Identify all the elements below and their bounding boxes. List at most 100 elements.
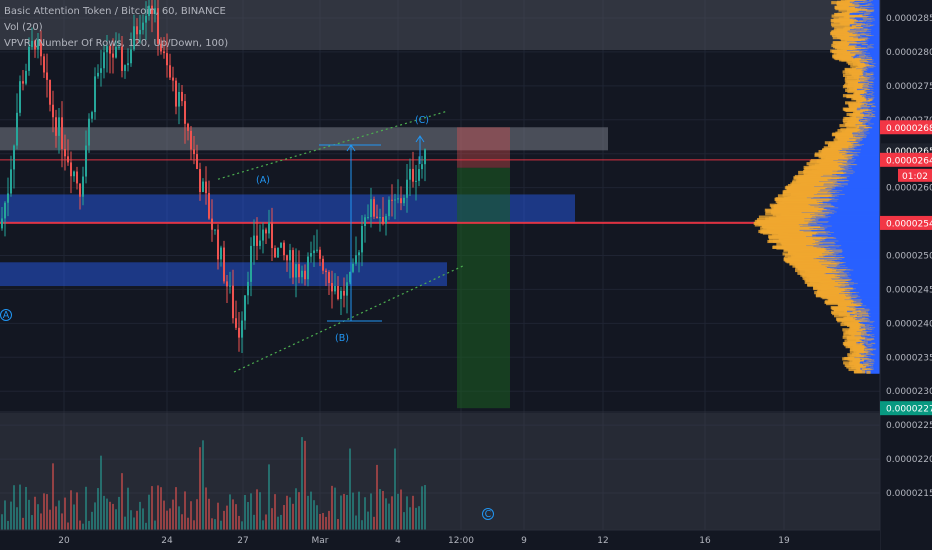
candle-body[interactable] bbox=[304, 270, 306, 280]
candle-body[interactable] bbox=[193, 149, 195, 155]
candle-body[interactable] bbox=[199, 168, 201, 193]
candle-body[interactable] bbox=[115, 46, 117, 58]
candle-body[interactable] bbox=[265, 229, 267, 234]
candle-body[interactable] bbox=[343, 290, 345, 296]
wave-label[interactable]: A bbox=[3, 310, 10, 321]
candle-body[interactable] bbox=[166, 53, 168, 66]
candle-body[interactable] bbox=[184, 101, 186, 124]
candle-body[interactable] bbox=[397, 198, 399, 200]
candle-body[interactable] bbox=[220, 247, 222, 260]
candle-body[interactable] bbox=[325, 270, 327, 273]
candle-body[interactable] bbox=[235, 318, 237, 328]
candle-body[interactable] bbox=[130, 49, 132, 64]
candle-body[interactable] bbox=[232, 285, 234, 319]
candle-body[interactable] bbox=[283, 242, 285, 256]
candle-body[interactable] bbox=[310, 253, 312, 257]
candle-body[interactable] bbox=[31, 40, 33, 47]
candle-body[interactable] bbox=[400, 198, 402, 204]
candle-body[interactable] bbox=[196, 154, 198, 169]
candle-body[interactable] bbox=[205, 181, 207, 194]
volume-indicator-legend[interactable]: Vol (20) bbox=[4, 22, 43, 33]
candle-body[interactable] bbox=[46, 72, 48, 80]
position-stop-area[interactable] bbox=[457, 127, 510, 168]
candle-body[interactable] bbox=[373, 199, 375, 217]
candle-body[interactable] bbox=[223, 247, 225, 282]
candle-body[interactable] bbox=[394, 199, 396, 201]
candle-body[interactable] bbox=[82, 176, 84, 197]
candle-body[interactable] bbox=[19, 81, 21, 113]
candle-body[interactable] bbox=[214, 229, 216, 231]
candle-body[interactable] bbox=[271, 222, 273, 249]
candle-body[interactable] bbox=[136, 26, 138, 35]
price-label-text[interactable]: 0.00002655 bbox=[886, 147, 932, 157]
candle-body[interactable] bbox=[37, 39, 39, 50]
candle-body[interactable] bbox=[169, 65, 171, 78]
candle-body[interactable] bbox=[121, 46, 123, 71]
candle-body[interactable] bbox=[88, 118, 90, 146]
candle-body[interactable] bbox=[370, 199, 372, 218]
candle-body[interactable] bbox=[187, 123, 189, 131]
candle-body[interactable] bbox=[415, 180, 417, 182]
candle-body[interactable] bbox=[106, 46, 108, 53]
wave-label[interactable]: (C) bbox=[415, 115, 429, 126]
candle-body[interactable] bbox=[292, 250, 294, 278]
price-label-badge[interactable] bbox=[880, 120, 932, 135]
candle-body[interactable] bbox=[268, 222, 270, 234]
candle-body[interactable] bbox=[217, 229, 219, 260]
candle-body[interactable] bbox=[391, 199, 393, 201]
candle-body[interactable] bbox=[175, 80, 177, 107]
candle-body[interactable] bbox=[13, 145, 15, 170]
candle-body[interactable] bbox=[418, 169, 420, 181]
candle-body[interactable] bbox=[331, 283, 333, 292]
candle-body[interactable] bbox=[34, 40, 36, 50]
candle-body[interactable] bbox=[229, 285, 231, 287]
candle-body[interactable] bbox=[334, 286, 336, 292]
candle-body[interactable] bbox=[58, 117, 60, 136]
candle-body[interactable] bbox=[274, 248, 276, 258]
candle-body[interactable] bbox=[286, 255, 288, 261]
candle-body[interactable] bbox=[73, 171, 75, 177]
candle-body[interactable] bbox=[346, 282, 348, 296]
vpvr-indicator-legend[interactable]: VPVR (Number Of Rows, 120, Up/Down, 100) bbox=[4, 38, 229, 49]
candle-body[interactable] bbox=[154, 8, 156, 15]
candle-body[interactable] bbox=[403, 197, 405, 204]
candle-body[interactable] bbox=[163, 51, 165, 54]
candle-body[interactable] bbox=[139, 29, 141, 35]
candle-body[interactable] bbox=[352, 263, 354, 272]
candle-body[interactable] bbox=[52, 104, 54, 118]
candle-body[interactable] bbox=[64, 148, 66, 157]
candle-body[interactable] bbox=[340, 290, 342, 299]
candle-body[interactable] bbox=[211, 218, 213, 230]
candle-body[interactable] bbox=[103, 52, 105, 69]
candle-body[interactable] bbox=[148, 5, 150, 16]
candle-body[interactable] bbox=[208, 193, 210, 219]
candle-body[interactable] bbox=[367, 217, 369, 219]
candle-body[interactable] bbox=[361, 226, 363, 253]
candle-body[interactable] bbox=[322, 258, 324, 271]
candle-body[interactable] bbox=[295, 264, 297, 278]
candle-body[interactable] bbox=[277, 247, 279, 258]
candle-body[interactable] bbox=[124, 65, 126, 71]
candle-body[interactable] bbox=[127, 63, 129, 66]
resistance-zone-0[interactable] bbox=[0, 127, 608, 151]
time-axis[interactable]: 20 24 27 Mar 4 12:00 9 12 16 19 bbox=[0, 529, 880, 550]
price-label-badge[interactable] bbox=[880, 401, 932, 416]
candle-body[interactable] bbox=[226, 281, 228, 287]
candle-body[interactable] bbox=[178, 91, 180, 107]
candle-body[interactable] bbox=[28, 46, 30, 71]
candle-body[interactable] bbox=[307, 256, 309, 280]
candlestick-series[interactable] bbox=[1, 0, 426, 354]
candle-body[interactable] bbox=[142, 22, 144, 30]
bottom-gray-zone[interactable] bbox=[0, 413, 880, 530]
candle-body[interactable] bbox=[25, 70, 27, 84]
wave-label[interactable]: (B) bbox=[335, 333, 349, 344]
position-target-area[interactable] bbox=[457, 167, 510, 409]
candle-body[interactable] bbox=[301, 270, 303, 278]
drawing-tools[interactable]: A (A) (B) (C) C bbox=[0, 110, 494, 520]
candle-body[interactable] bbox=[172, 77, 174, 81]
candle-body[interactable] bbox=[247, 281, 249, 296]
candle-body[interactable] bbox=[376, 216, 378, 219]
candle-body[interactable] bbox=[358, 252, 360, 256]
candle-body[interactable] bbox=[1, 218, 3, 229]
